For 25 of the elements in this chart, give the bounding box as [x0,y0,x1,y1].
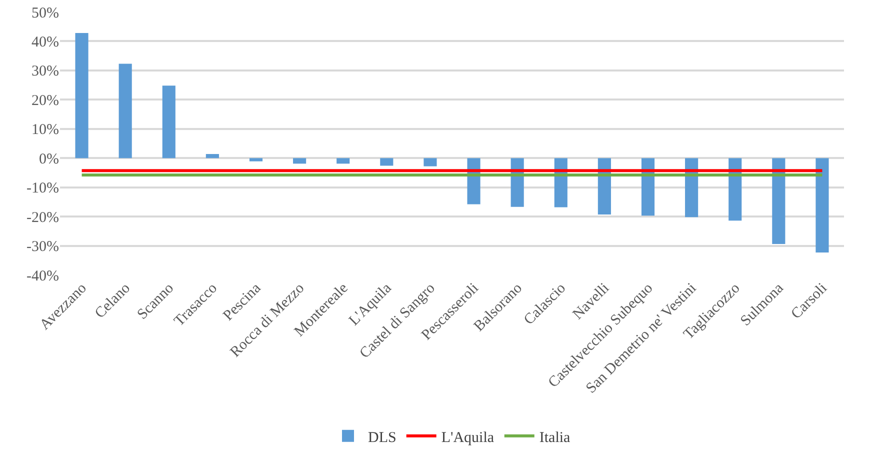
bar [118,64,132,158]
bar [424,158,437,166]
legend-label: Italia [539,430,571,446]
bar [162,86,176,158]
bar [728,158,742,221]
y-tick-label: -10% [26,180,59,197]
y-tick-label: -40% [26,268,59,284]
legend-label: L'Aquila [441,430,494,446]
bar [336,158,350,164]
bar [772,158,786,244]
y-tick-label: -30% [26,239,59,256]
y-tick-label: 30% [32,64,59,80]
legend-label: DLS [368,430,396,446]
y-tick-label: 50% [32,5,59,22]
bar [293,158,306,164]
y-tick-label: 20% [32,92,59,109]
y-tick-label: 40% [32,34,59,50]
bar [816,158,829,252]
bar [380,158,394,166]
bar [206,154,219,158]
bar [249,158,263,162]
bar [75,33,88,158]
y-tick-label: -20% [26,210,59,226]
y-tick-label: 0% [39,151,59,168]
y-tick-label: 10% [32,122,59,138]
